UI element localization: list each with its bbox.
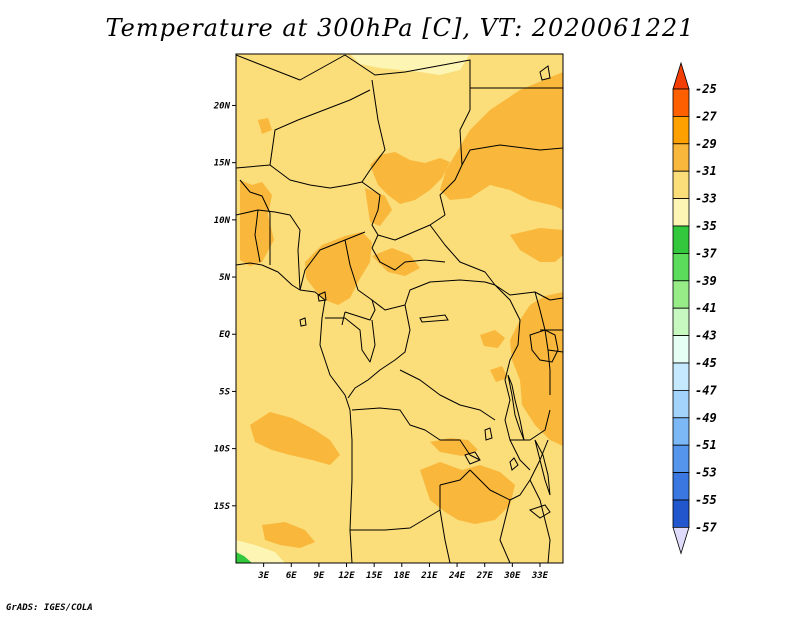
colorbar-swatch xyxy=(672,307,690,337)
temperature-field xyxy=(236,54,563,563)
colorbar-label: -43 xyxy=(695,329,717,343)
lon-tick-label: 24E xyxy=(448,571,466,581)
lon-tick-label: 3E xyxy=(257,571,269,581)
lon-tick-label: 21E xyxy=(420,571,438,581)
colorbar-swatch xyxy=(672,444,690,474)
lat-tick-label: 10S xyxy=(214,445,231,455)
colorbar-swatch xyxy=(672,417,690,446)
colorbar-swatch xyxy=(672,362,690,391)
colorbar-label: -33 xyxy=(695,192,717,206)
colorbar-swatch xyxy=(672,225,690,254)
colorbar-label: -35 xyxy=(695,219,717,233)
colorbar-swatch xyxy=(672,116,690,145)
lat-tick-label: EQ xyxy=(219,330,230,340)
colorbar-swatch xyxy=(672,198,690,227)
lon-tick-label: 15E xyxy=(366,571,383,581)
colorbar-swatch xyxy=(672,499,690,528)
colorbar-label: -45 xyxy=(695,356,717,370)
grads-credit: GrADS: IGES/COLA xyxy=(6,603,93,613)
latitude-axis: 20N 15N 10N 5N EQ 5S 10S 15S xyxy=(213,101,236,512)
lat-tick-label: 5N xyxy=(219,273,230,283)
colorbar-swatch xyxy=(672,170,690,199)
map-frame xyxy=(235,53,564,564)
chart-title: Temperature at 300hPa [C], VT: 202006122… xyxy=(105,14,695,42)
colorbar-label: -47 xyxy=(695,383,717,397)
lat-tick-label: 15S xyxy=(214,502,231,512)
colorbar-label: -27 xyxy=(695,109,717,123)
colorbar-label: -57 xyxy=(695,520,717,534)
political-borders xyxy=(236,54,563,563)
lat-tick-label: 20N xyxy=(213,101,231,111)
colorbar-top-arrow xyxy=(672,61,690,90)
lon-tick-label: 18E xyxy=(394,571,411,581)
colorbar-swatch xyxy=(672,280,690,309)
lakes xyxy=(299,65,559,519)
colorbar-label: -55 xyxy=(695,493,717,507)
lon-tick-label: 6E xyxy=(286,571,297,581)
colorbar-swatch xyxy=(672,88,690,117)
colorbar-swatch xyxy=(672,143,690,172)
colorbar-label: -51 xyxy=(695,438,717,452)
colorbar-swatch xyxy=(672,335,690,364)
lat-tick-label: 15N xyxy=(214,159,231,169)
lon-tick-label: 27E xyxy=(476,571,494,581)
lat-tick-label: 5S xyxy=(219,387,230,397)
colorbar-label: -49 xyxy=(695,411,717,425)
colorbar-label: -31 xyxy=(695,164,717,178)
colorbar-swatch xyxy=(672,472,690,501)
colorbar-label: -39 xyxy=(695,274,717,288)
colorbar-label: -37 xyxy=(695,246,717,260)
colorbar-label: -53 xyxy=(695,466,717,480)
colorbar-label: -41 xyxy=(695,301,717,315)
cold-patch-green xyxy=(236,552,252,563)
lon-tick-label: 9E xyxy=(313,571,324,581)
lon-tick-label: 30E xyxy=(503,571,521,581)
colorbar-swatch xyxy=(672,252,690,282)
cool-patches xyxy=(236,54,470,563)
lon-tick-label: 33E xyxy=(531,571,549,581)
colorbar: -25 -27 -29 -31 -33 -35 -37 -39 -41 -43 -45 -47 -49 -… xyxy=(672,61,717,555)
colorbar-label: -25 xyxy=(695,82,717,96)
longitude-axis: 3E 6E 9E 12E 15E 18E 21E 24E 27E 30E 33E xyxy=(257,563,549,581)
colorbar-bottom-arrow xyxy=(672,527,690,555)
colorbar-swatch xyxy=(672,389,690,419)
colorbar-label: -29 xyxy=(695,137,717,151)
lat-tick-label: 10N xyxy=(214,216,231,226)
warm-patches xyxy=(240,72,563,548)
lon-tick-label: 12E xyxy=(338,571,355,581)
